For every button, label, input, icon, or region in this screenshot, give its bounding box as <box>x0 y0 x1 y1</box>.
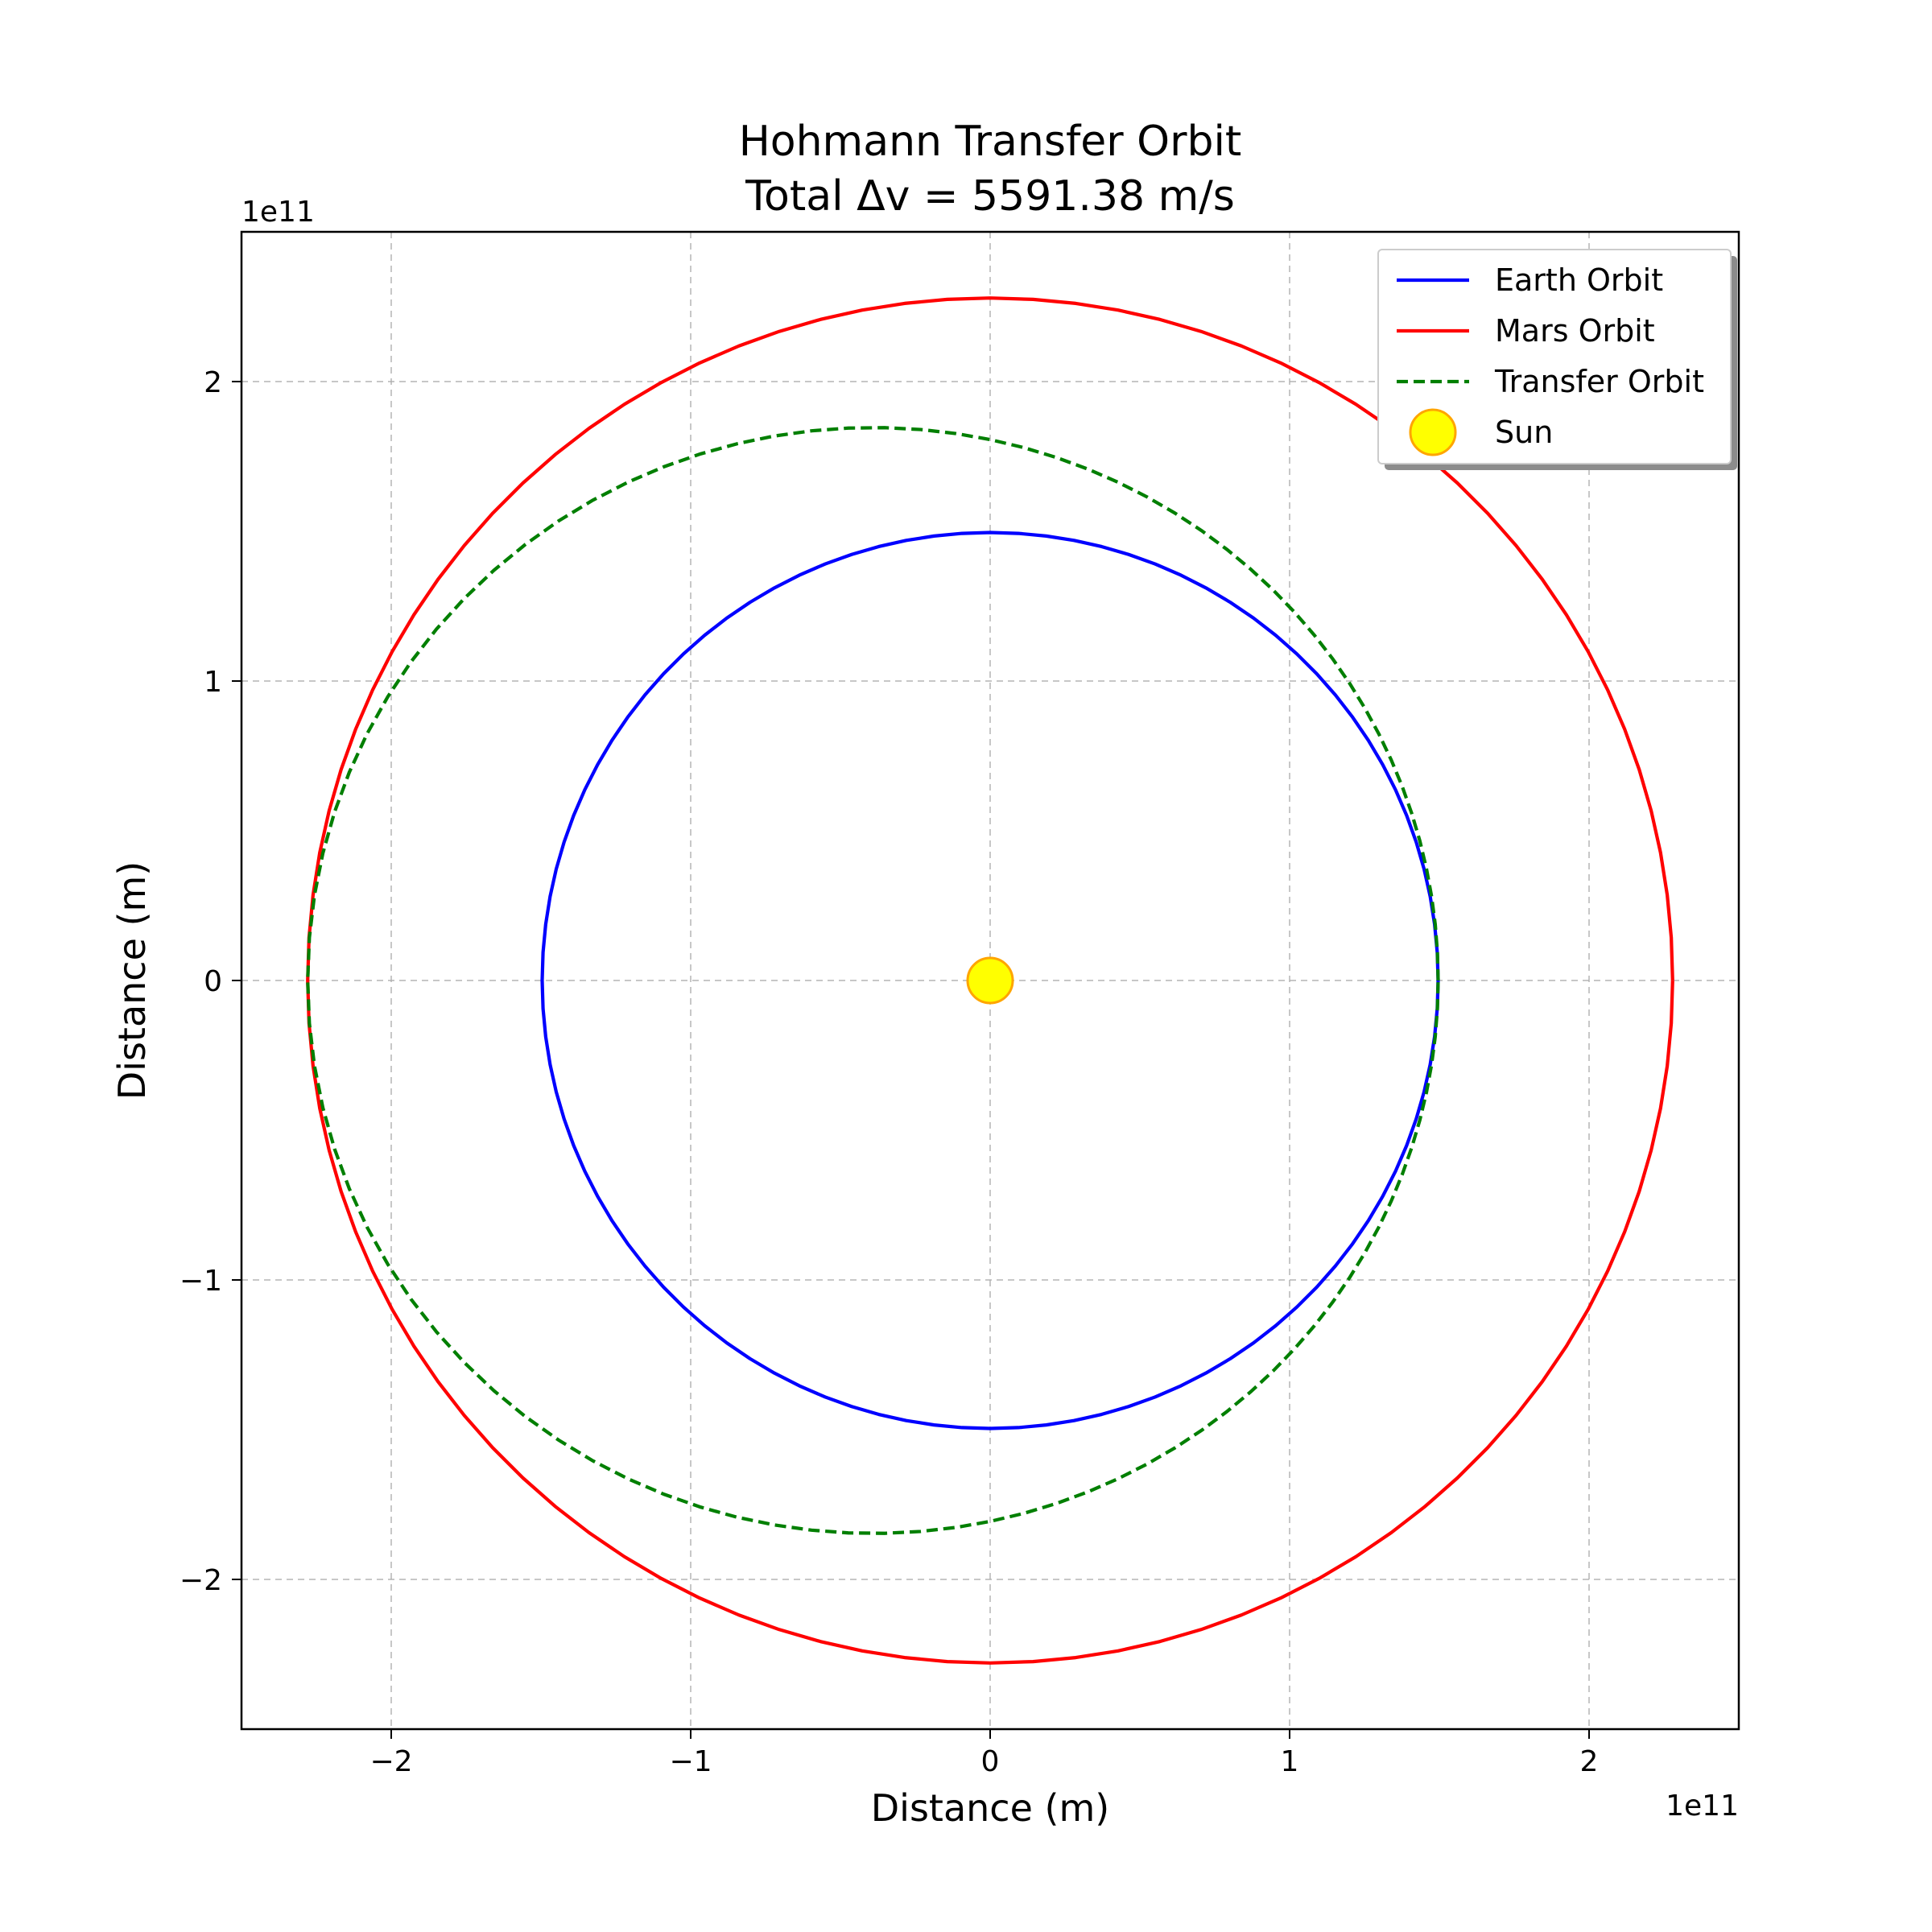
sun-marker <box>966 956 1014 1005</box>
transfer-orbit-line <box>306 426 1440 1535</box>
legend-label-earth-orbit: Earth Orbit <box>1495 262 1663 298</box>
legend-label-sun: Sun <box>1495 415 1553 450</box>
ticks: −2 −1 0 1 2 −2 −1 0 1 2 <box>180 366 1599 1778</box>
x-tick-label: −2 <box>369 1745 412 1778</box>
legend: Earth Orbit Mars Orbit Transfer Orbit Sun <box>1377 249 1737 470</box>
legend-label-transfer-orbit: Transfer Orbit <box>1494 364 1704 399</box>
legend-items: Earth Orbit Mars Orbit Transfer Orbit Sun <box>1397 262 1704 456</box>
x-axis-label: Distance (m) <box>871 1786 1109 1830</box>
series-layer <box>306 296 1674 1665</box>
y-axis-label: Distance (m) <box>110 861 154 1100</box>
x-tick-label: 1 <box>1281 1745 1299 1778</box>
earth-orbit-line <box>540 530 1440 1430</box>
chart-title: Hohmann Transfer Orbit <box>739 118 1242 166</box>
y-tick-label: 2 <box>204 366 222 399</box>
legend-box <box>1377 249 1732 464</box>
chart-subtitle: Total Δv = 5591.38 m/s <box>745 172 1235 221</box>
mars-orbit-line <box>306 296 1674 1665</box>
legend-item-transfer-orbit: Transfer Orbit <box>1397 364 1704 399</box>
legend-label-mars-orbit: Mars Orbit <box>1495 313 1655 349</box>
x-tick-label: −1 <box>669 1745 712 1778</box>
legend-item-sun: Sun <box>1409 408 1553 456</box>
y-tick-label: 1 <box>204 666 222 699</box>
y-offset-label: 1e11 <box>242 196 315 229</box>
x-tick-label: 0 <box>981 1745 1000 1778</box>
x-offset-label: 1e11 <box>1666 1790 1739 1823</box>
y-tick-label: −1 <box>180 1265 222 1298</box>
y-tick-label: 0 <box>204 965 222 998</box>
legend-item-earth-orbit: Earth Orbit <box>1397 262 1663 298</box>
y-tick-label: −2 <box>180 1564 222 1597</box>
legend-item-mars-orbit: Mars Orbit <box>1397 313 1655 349</box>
legend-swatch-sun <box>1409 408 1457 456</box>
x-tick-label: 2 <box>1580 1745 1599 1778</box>
